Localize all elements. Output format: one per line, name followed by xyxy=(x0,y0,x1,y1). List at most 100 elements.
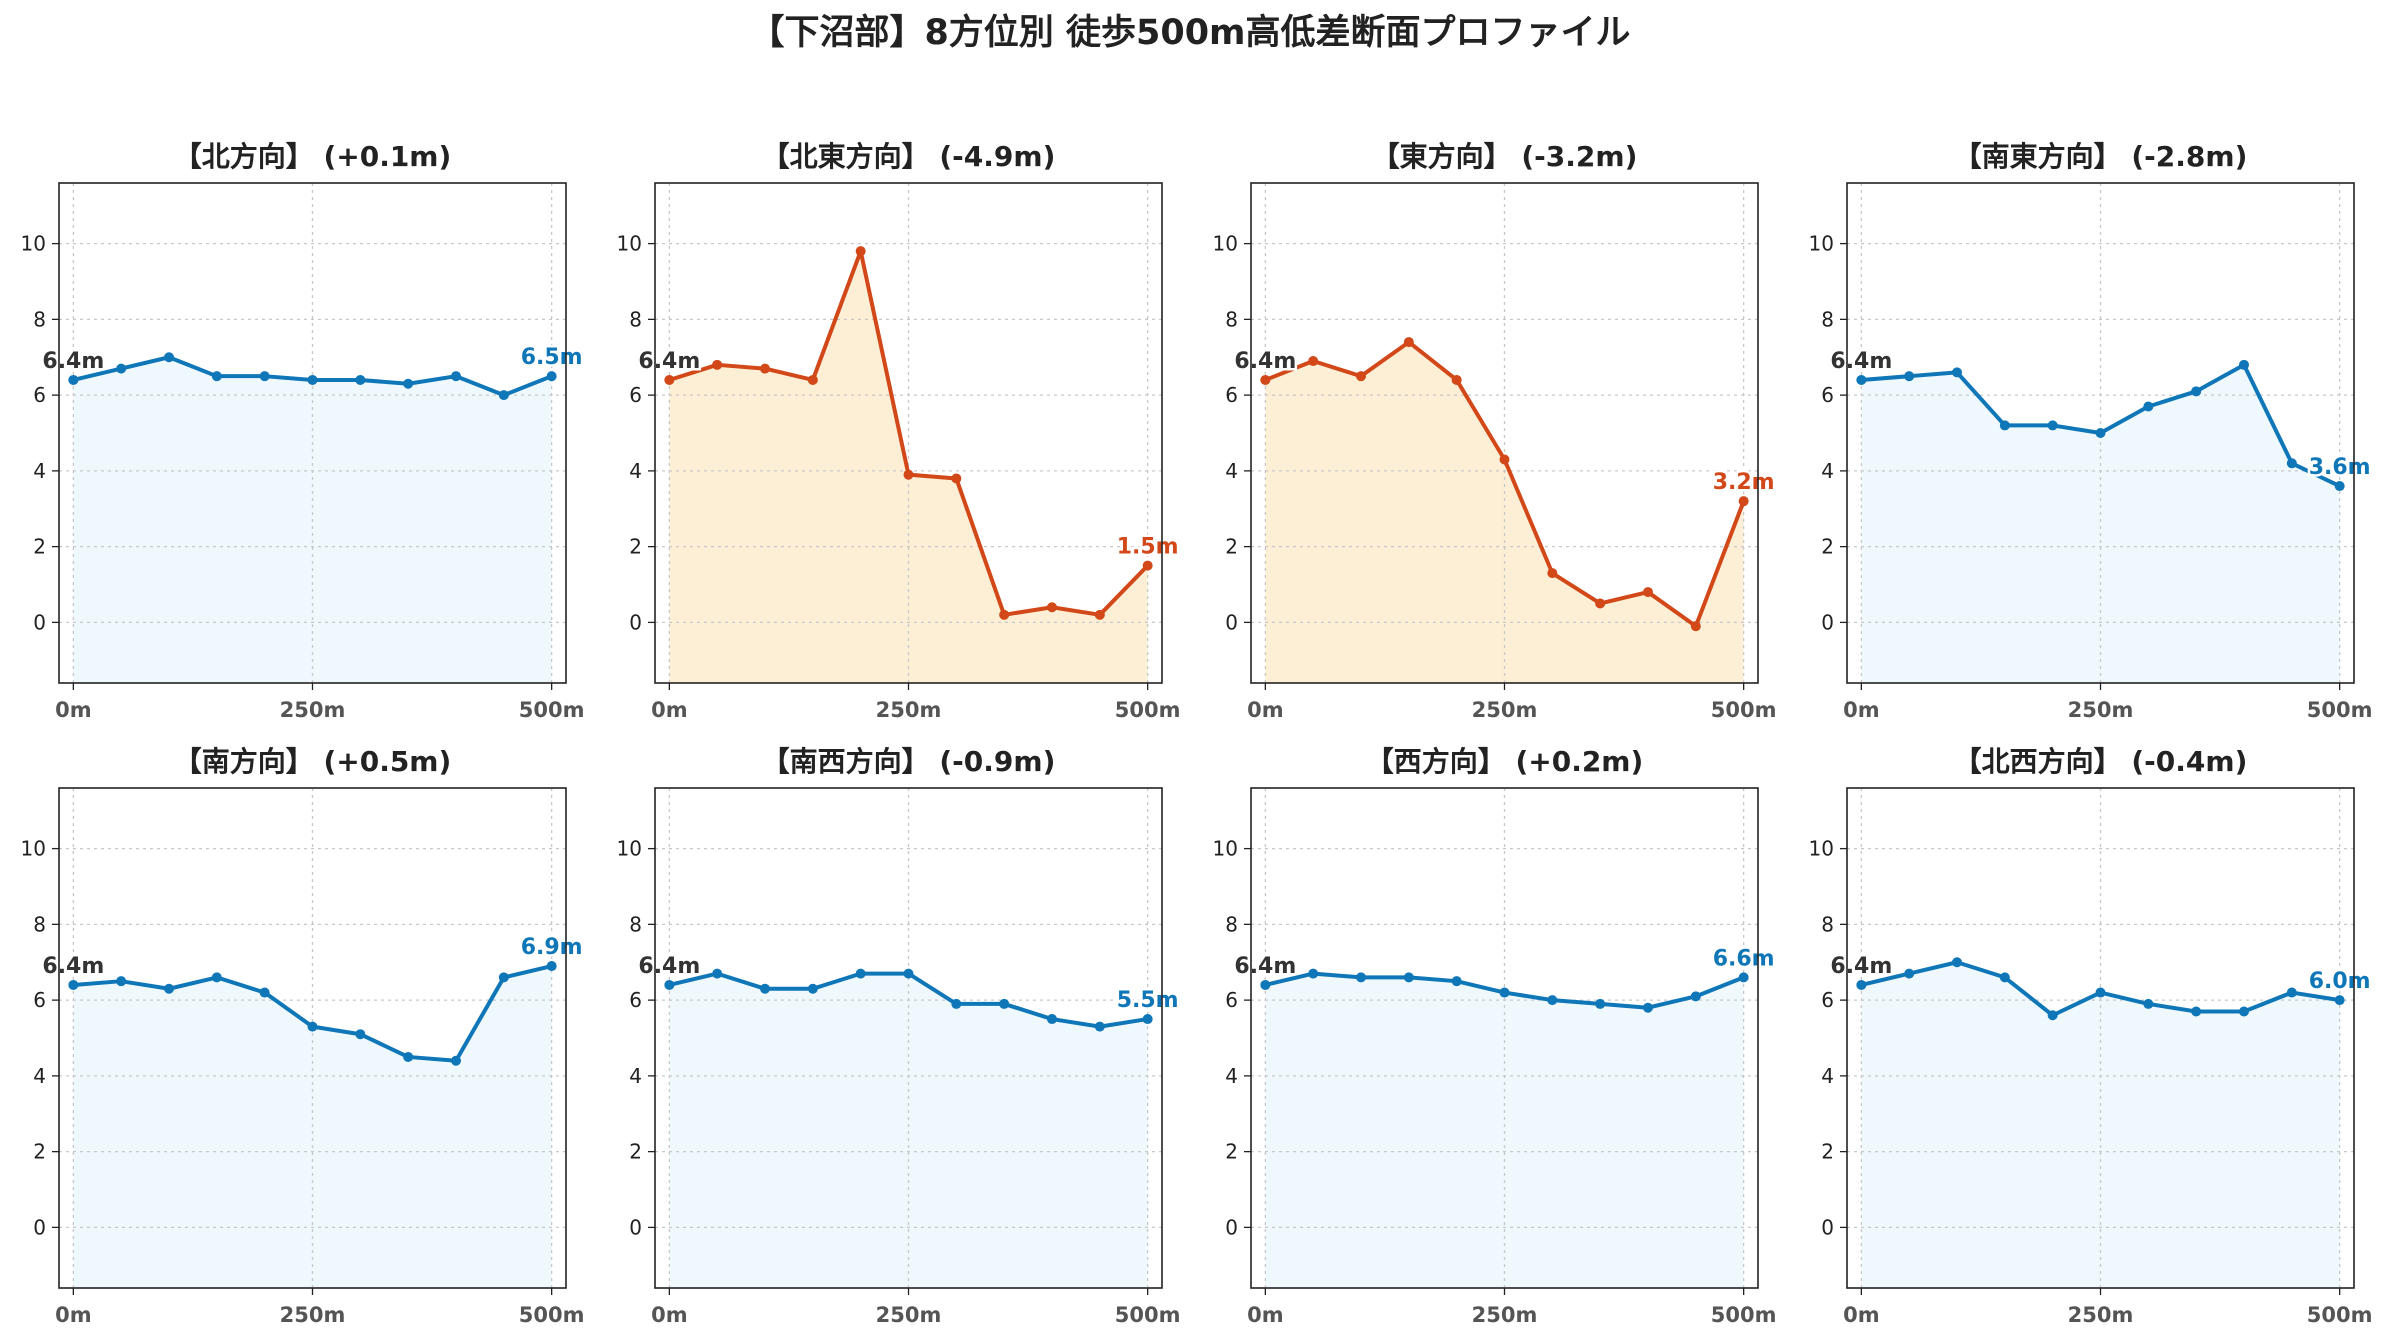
data-point xyxy=(951,473,962,484)
end-value-label: 1.5m xyxy=(1117,535,1179,560)
data-point xyxy=(1856,979,1867,990)
data-point xyxy=(760,983,771,994)
y-tick-label: 0 xyxy=(629,1215,642,1239)
panel-2: 0 2 4 6 8 10 0m 250m 500m 6.4m 3.2m 【東方向】 (-3.2m) xyxy=(1213,140,1778,722)
data-point xyxy=(1952,367,1963,378)
x-tick-label: 250m xyxy=(876,698,942,722)
end-value-label: 3.6m xyxy=(2309,455,2371,480)
data-point xyxy=(2047,1010,2058,1021)
data-point xyxy=(1999,972,2010,983)
x-tick-label: 0m xyxy=(1843,1303,1880,1327)
data-point xyxy=(1499,454,1510,465)
data-point xyxy=(1356,972,1367,983)
y-tick-label: 10 xyxy=(1213,837,1238,861)
y-tick-label: 10 xyxy=(617,232,642,256)
y-tick-label: 8 xyxy=(1821,912,1834,936)
y-tick-label: 4 xyxy=(33,1064,46,1088)
plot-frame xyxy=(58,787,567,1289)
y-tick-label: 8 xyxy=(1225,912,1238,936)
data-point xyxy=(1046,1014,1057,1025)
y-tick-label: 0 xyxy=(1821,610,1834,634)
data-point xyxy=(951,998,962,1009)
y-tick-label: 2 xyxy=(33,535,46,559)
data-point xyxy=(855,246,866,257)
x-tick-label: 250m xyxy=(2068,1303,2134,1327)
y-tick-label: 8 xyxy=(1225,307,1238,331)
data-point xyxy=(1142,1014,1153,1025)
y-tick-label: 10 xyxy=(1809,837,1834,861)
data-point xyxy=(307,1021,318,1032)
x-tick-label: 500m xyxy=(2307,1303,2373,1327)
y-tick-label: 2 xyxy=(1821,1140,1834,1164)
data-point xyxy=(1999,420,2010,431)
data-point xyxy=(2191,386,2202,397)
x-tick-label: 500m xyxy=(1711,1303,1777,1327)
area-fill xyxy=(1861,364,2340,683)
y-tick-label: 6 xyxy=(33,383,46,407)
plot-frame xyxy=(58,182,567,684)
area-fill xyxy=(1265,973,1744,1288)
panel-3: 0 2 4 6 8 10 0m 250m 500m 6.4m 3.6m 【南東方向】 (-2.8m) xyxy=(1809,140,2374,722)
data-point xyxy=(1260,374,1271,385)
y-tick-label: 6 xyxy=(33,988,46,1012)
y-tick-label: 8 xyxy=(629,912,642,936)
data-point xyxy=(2143,401,2154,412)
data-point xyxy=(903,968,914,979)
x-tick-label: 500m xyxy=(519,1303,585,1327)
figure-title: 【下沼部】8方位別 徒歩500m高低差断面プロファイル xyxy=(749,13,1630,53)
panel-5: 0 2 4 6 8 10 0m 250m 500m 6.4m 5.5m 【南西方向】 (-0.9m) xyxy=(617,745,1182,1327)
data-point xyxy=(2286,987,2297,998)
x-tick-label: 500m xyxy=(1711,698,1777,722)
panel-title: 【東方向】 (-3.2m) xyxy=(1372,140,1638,173)
data-point xyxy=(1308,968,1319,979)
panel-1: 0 2 4 6 8 10 0m 250m 500m 6.4m 1.5m 【北東方向】 (-4.9m) xyxy=(617,140,1182,722)
x-tick-label: 250m xyxy=(876,1303,942,1327)
plot-frame xyxy=(1250,182,1759,684)
data-point xyxy=(2238,1006,2249,1017)
panel-0: 0 2 4 6 8 10 0m 250m 500m 6.4m 6.5m 【北方向】 (+0.1m) xyxy=(21,140,586,722)
x-tick-label: 0m xyxy=(55,698,92,722)
data-point xyxy=(259,371,270,382)
data-point xyxy=(712,359,723,370)
x-tick-label: 250m xyxy=(1472,1303,1538,1327)
end-value-label: 5.5m xyxy=(1117,988,1179,1013)
data-point xyxy=(259,987,270,998)
data-point xyxy=(2334,995,2345,1006)
plot-frame xyxy=(1846,787,2355,1289)
data-point xyxy=(546,961,557,972)
data-point xyxy=(211,371,222,382)
y-tick-label: 8 xyxy=(629,307,642,331)
data-point xyxy=(1499,987,1510,998)
y-tick-label: 4 xyxy=(1821,459,1834,483)
y-tick-label: 2 xyxy=(1225,1140,1238,1164)
panel-title: 【西方向】 (+0.2m) xyxy=(1366,745,1644,778)
y-tick-label: 8 xyxy=(1821,307,1834,331)
data-point xyxy=(498,390,509,401)
data-point xyxy=(450,1055,461,1066)
data-point xyxy=(2143,998,2154,1009)
y-tick-label: 4 xyxy=(1225,459,1238,483)
x-tick-label: 0m xyxy=(651,698,688,722)
y-tick-label: 8 xyxy=(33,912,46,936)
x-tick-label: 250m xyxy=(280,698,346,722)
panel-4: 0 2 4 6 8 10 0m 250m 500m 6.4m 6.9m 【南方向】 (+0.5m) xyxy=(21,745,586,1327)
data-point xyxy=(855,968,866,979)
data-point xyxy=(1690,621,1701,632)
data-point xyxy=(116,363,127,374)
x-tick-label: 0m xyxy=(1247,698,1284,722)
data-point xyxy=(1738,496,1749,507)
panel-title: 【北方向】 (+0.1m) xyxy=(174,140,452,173)
x-tick-label: 0m xyxy=(651,1303,688,1327)
data-point xyxy=(403,1051,414,1062)
y-tick-label: 6 xyxy=(1225,383,1238,407)
data-point xyxy=(2095,428,2106,438)
data-point xyxy=(999,609,1010,620)
data-point xyxy=(2047,420,2058,431)
end-value-label: 6.5m xyxy=(521,345,583,370)
data-point xyxy=(546,371,557,382)
y-tick-label: 0 xyxy=(1225,1215,1238,1239)
data-point xyxy=(1403,972,1414,983)
data-point xyxy=(164,983,175,994)
data-point xyxy=(2095,987,2106,998)
